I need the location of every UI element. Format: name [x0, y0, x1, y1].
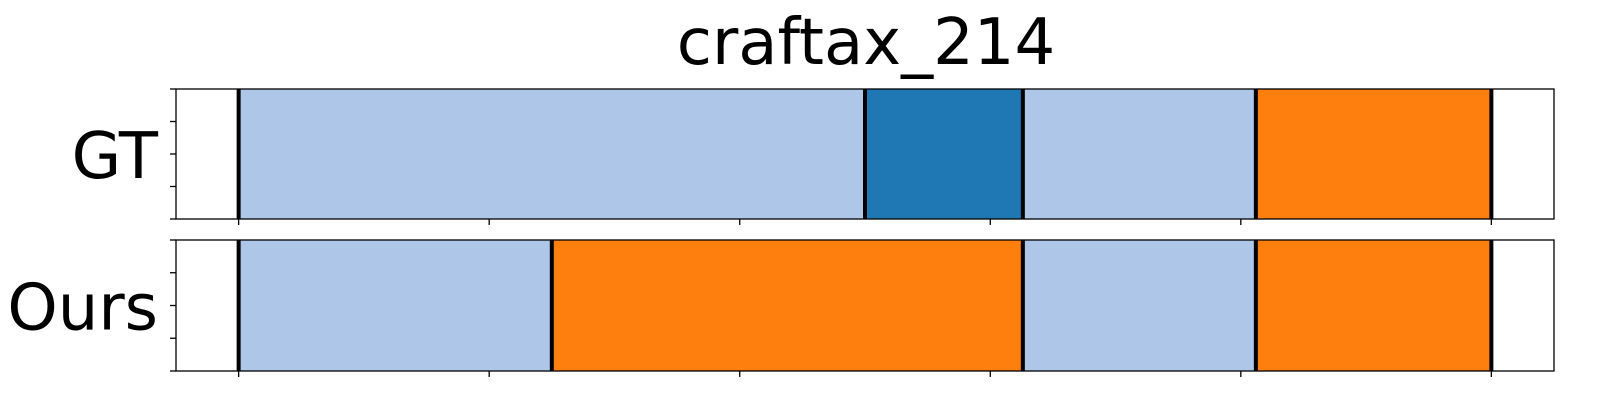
- segment-ours-1: [238, 240, 552, 371]
- segment-ours-2: [551, 240, 1023, 371]
- chart-rows: GT Ours: [7, 88, 1555, 377]
- segment-ours-4: [1255, 240, 1492, 371]
- segment-gt-1: [238, 89, 866, 219]
- panel-ours: Ours: [7, 239, 1555, 377]
- row-label-gt: GT: [72, 120, 159, 194]
- chart-title: craftax_214: [677, 6, 1055, 80]
- segment-gt-3: [1022, 89, 1256, 219]
- segment-gt-2: [865, 89, 1023, 219]
- row-label-ours: Ours: [7, 272, 158, 346]
- segment-gt-4: [1255, 89, 1492, 219]
- segment-ours-3: [1022, 240, 1256, 371]
- panel-gt: GT: [72, 88, 1555, 225]
